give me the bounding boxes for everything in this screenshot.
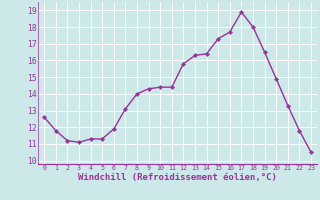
X-axis label: Windchill (Refroidissement éolien,°C): Windchill (Refroidissement éolien,°C)	[78, 173, 277, 182]
